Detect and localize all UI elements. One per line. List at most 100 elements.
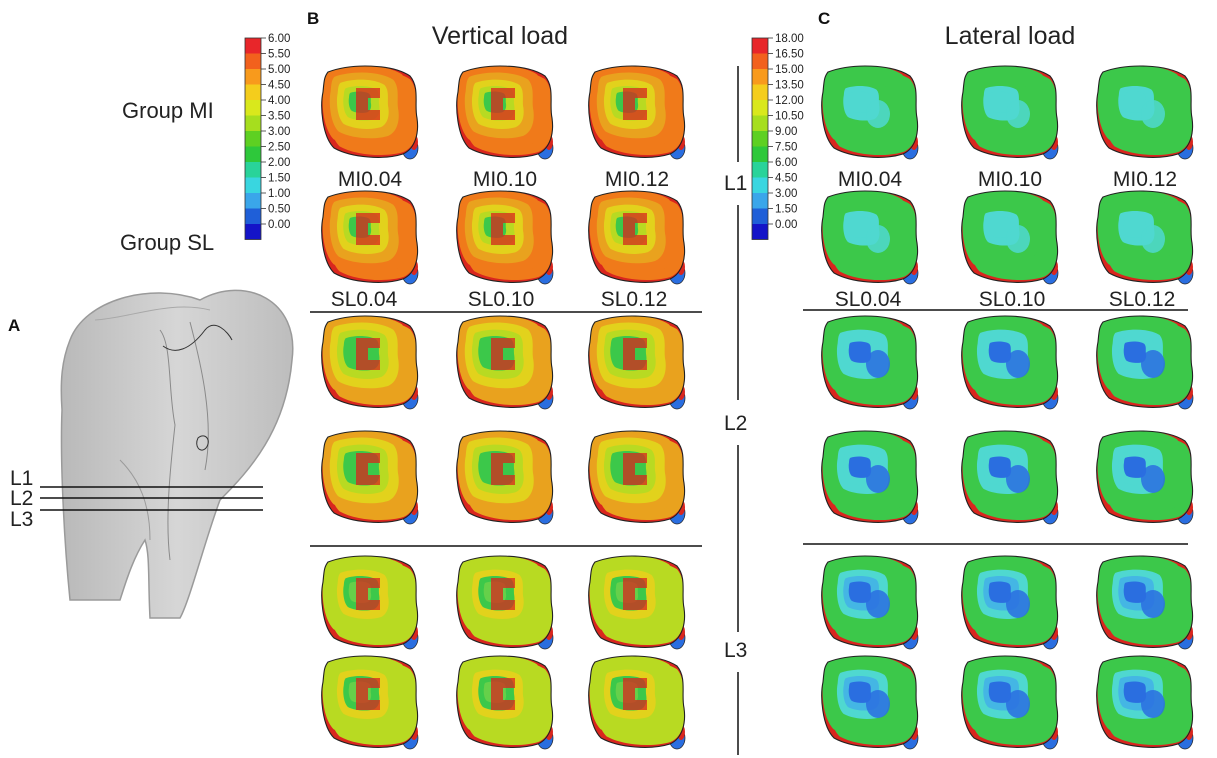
lateral-scale-swatch — [752, 115, 768, 131]
tooth-model-image — [60, 289, 294, 619]
vertical-scale-swatch — [245, 162, 261, 178]
contour-map — [588, 65, 686, 160]
contour-map — [321, 655, 419, 750]
vertical-mi-label-3: MI0.12 — [605, 168, 669, 191]
lateral-scale-swatch — [752, 162, 768, 178]
contour-map — [1096, 190, 1194, 285]
high-stress-core — [356, 578, 380, 610]
low-stress-core — [1141, 690, 1165, 718]
tooth-section-lines — [40, 486, 263, 511]
lateral-mi-label-2: MI0.10 — [978, 168, 1042, 191]
lateral-scale-tick-label: 4.50 — [775, 173, 797, 185]
contour-map — [456, 430, 554, 525]
vertical-scale-swatch — [245, 224, 261, 240]
lateral-scale-swatch — [752, 38, 768, 54]
contour-map — [456, 190, 554, 285]
lateral-mi-label-1: MI0.04 — [838, 168, 903, 191]
lateral-scale-tick-label: 3.00 — [775, 188, 797, 200]
high-stress-core — [623, 338, 647, 370]
vertical-scale-tick-label: 1.50 — [268, 173, 290, 185]
lateral-scale-tick-label: 0.00 — [775, 219, 797, 231]
contour-map — [1096, 430, 1194, 525]
lateral-scale-tick-label: 16.50 — [775, 49, 804, 61]
contour-map — [588, 190, 686, 285]
vertical-scale-tick-label: 5.00 — [268, 64, 290, 76]
low-stress-core — [866, 100, 890, 128]
lateral-scale-tick-label: 9.00 — [775, 126, 797, 138]
high-stress-core — [356, 678, 380, 710]
contour-map — [961, 65, 1059, 160]
contour-map — [961, 655, 1059, 750]
lateral-sl-label-1: SL0.04 — [835, 288, 902, 311]
high-stress-core — [491, 338, 515, 370]
contour-map — [588, 430, 686, 525]
high-stress-core — [491, 88, 515, 120]
contour-map — [321, 315, 419, 410]
high-stress-core — [356, 88, 380, 120]
high-stress-core — [491, 453, 515, 485]
low-stress-core — [866, 465, 890, 493]
lateral-scale-tick-label: 1.50 — [775, 204, 797, 216]
tooth-level-l3: L3 — [10, 508, 33, 531]
vertical-mi-label-1: MI0.04 — [338, 168, 403, 191]
stress-contour-maps — [321, 65, 1194, 750]
high-stress-core — [356, 338, 380, 370]
lateral-scale-swatch — [752, 193, 768, 209]
contour-map — [1096, 315, 1194, 410]
lateral-mi-label-3: MI0.12 — [1113, 168, 1177, 191]
contour-map — [961, 555, 1059, 650]
vertical-scale-tick-label: 6.00 — [268, 33, 290, 45]
vertical-scale-tick-label: 1.00 — [268, 188, 290, 200]
vertical-scale-swatch — [245, 208, 261, 224]
vertical-scale-tick-label: 0.00 — [268, 219, 290, 231]
tooth-level-l2: L2 — [10, 487, 33, 510]
lateral-sl-label-3: SL0.12 — [1109, 288, 1176, 311]
high-stress-core — [491, 678, 515, 710]
low-stress-core — [1006, 590, 1030, 618]
lateral-scale-swatch — [752, 131, 768, 147]
contour-map — [821, 555, 919, 650]
low-stress-core — [1006, 465, 1030, 493]
vertical-sl-label-3: SL0.12 — [601, 288, 668, 311]
high-stress-core — [491, 213, 515, 245]
lateral-scale-tick-label: 6.00 — [775, 157, 797, 169]
contour-map — [588, 655, 686, 750]
high-stress-core — [623, 88, 647, 120]
lateral-load-header: Lateral load — [945, 22, 1076, 50]
lateral-scale-frame — [751, 37, 769, 240]
group-mi-label: Group MI — [122, 98, 214, 123]
level-label-l2: L2 — [724, 412, 747, 435]
vertical-scale-swatch — [245, 193, 261, 209]
contour-map — [321, 555, 419, 650]
vertical-scale-tick-label: 3.50 — [268, 111, 290, 123]
low-stress-core — [866, 350, 890, 378]
vertical-scale-tick-label: 2.00 — [268, 157, 290, 169]
contour-map — [456, 655, 554, 750]
vertical-scale-frame — [244, 37, 262, 240]
group-sl-label: Group SL — [120, 230, 214, 255]
low-stress-core — [1006, 690, 1030, 718]
vertical-sl-label-2: SL0.10 — [468, 288, 535, 311]
contour-map — [961, 315, 1059, 410]
high-stress-core — [623, 578, 647, 610]
low-stress-core — [1006, 225, 1030, 253]
panel-label-a: A — [8, 316, 20, 335]
separator-lines — [310, 66, 1188, 755]
lateral-scale-tick-label: 13.50 — [775, 80, 804, 92]
low-stress-core — [866, 690, 890, 718]
lateral-scale-tick-label: 10.50 — [775, 111, 804, 123]
vertical-scale-tick-label: 3.00 — [268, 126, 290, 138]
panel-label-b: B — [307, 9, 319, 28]
vertical-scale-tick-label: 4.00 — [268, 95, 290, 107]
lateral-scale-tick-label: 12.00 — [775, 95, 804, 107]
contour-map — [821, 655, 919, 750]
level-label-l3: L3 — [724, 639, 747, 662]
vertical-scale-swatch — [245, 69, 261, 85]
contour-map — [1096, 65, 1194, 160]
vertical-scale-tick-label: 4.50 — [268, 80, 290, 92]
low-stress-core — [866, 590, 890, 618]
contour-map — [321, 190, 419, 285]
lateral-color-scale: 18.00 16.50 15.00 13.50 12.00 10.50 9.00 7.50 6.… — [751, 33, 804, 240]
vertical-mi-label-2: MI0.10 — [473, 168, 537, 191]
